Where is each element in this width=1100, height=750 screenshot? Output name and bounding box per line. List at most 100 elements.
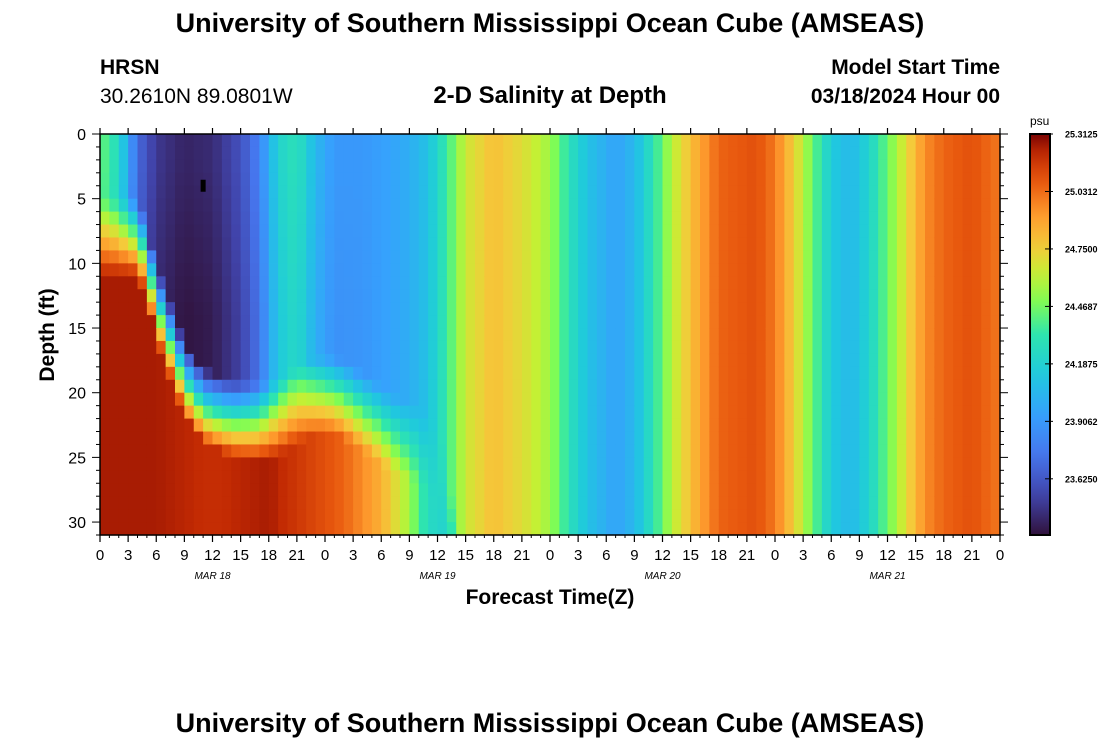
- heatmap-cell: [887, 328, 898, 342]
- heatmap-cell: [175, 522, 185, 536]
- heatmap-cell: [550, 405, 560, 420]
- heatmap-cell: [184, 483, 195, 497]
- heatmap-cell: [100, 379, 110, 394]
- heatmap-cell: [296, 172, 307, 187]
- heatmap-cell: [662, 237, 673, 252]
- heatmap-cell: [596, 172, 607, 187]
- heatmap-cell: [325, 146, 335, 161]
- heatmap-cell: [437, 134, 448, 148]
- heatmap-cell: [765, 366, 776, 381]
- heatmap-cell: [943, 146, 954, 161]
- heatmap-cell: [587, 146, 598, 161]
- heatmap-cell: [259, 522, 270, 536]
- heatmap-cell: [446, 185, 457, 200]
- heatmap-cell: [896, 418, 907, 433]
- heatmap-cell: [765, 289, 776, 303]
- heatmap-cell: [203, 483, 214, 497]
- heatmap-cell: [175, 134, 185, 148]
- heatmap-cell: [821, 418, 832, 433]
- heatmap-cell: [493, 224, 504, 239]
- heatmap-cell: [100, 237, 110, 252]
- heatmap-cell: [671, 328, 682, 342]
- heatmap-cell: [156, 276, 167, 290]
- heatmap-cell: [137, 379, 148, 394]
- heatmap-cell: [287, 328, 298, 342]
- heatmap-cell: [221, 237, 232, 252]
- heatmap-cell: [943, 198, 954, 213]
- heatmap-cell: [343, 457, 354, 471]
- heatmap-cell: [362, 263, 373, 277]
- heatmap-cell: [896, 483, 907, 497]
- heatmap-cell: [278, 496, 289, 510]
- heatmap-cell: [953, 470, 964, 484]
- heatmap-cell: [146, 353, 157, 368]
- heatmap-cell: [606, 405, 617, 420]
- heatmap-cell: [353, 289, 364, 303]
- heatmap-cell: [353, 431, 364, 446]
- heatmap-cell: [390, 328, 401, 342]
- heatmap-cell: [906, 224, 917, 239]
- heatmap-cell: [550, 418, 560, 433]
- heatmap-cell: [625, 315, 635, 329]
- heatmap-cell: [606, 276, 617, 290]
- heatmap-cell: [568, 509, 579, 523]
- heatmap-cell: [793, 302, 804, 316]
- heatmap-cell: [690, 224, 701, 239]
- heatmap-cell: [587, 328, 598, 342]
- heatmap-cell: [681, 159, 692, 174]
- heatmap-cell: [165, 146, 176, 161]
- heatmap-cell: [906, 315, 917, 329]
- heatmap-cell: [831, 470, 842, 484]
- heatmap-cell: [559, 392, 570, 407]
- heatmap-cell: [306, 263, 317, 277]
- heatmap-cell: [596, 198, 607, 213]
- heatmap-cell: [175, 444, 185, 458]
- heatmap-cell: [259, 146, 270, 161]
- heatmap-cell: [503, 224, 514, 239]
- heatmap-cell: [850, 276, 860, 290]
- heatmap-cell: [287, 237, 298, 252]
- heatmap-cell: [156, 444, 167, 458]
- heatmap-cell: [746, 328, 757, 342]
- heatmap-cell: [737, 263, 748, 277]
- heatmap-cell: [915, 353, 926, 368]
- heatmap-cell: [990, 172, 1001, 187]
- heatmap-cell: [878, 315, 889, 329]
- heatmap-cell: [146, 392, 157, 407]
- heatmap-cell: [118, 198, 129, 213]
- heatmap-cell: [756, 405, 767, 420]
- heatmap-cell: [521, 263, 532, 277]
- heatmap-cell: [746, 263, 757, 277]
- heatmap-cell: [850, 237, 860, 252]
- heatmap-cell: [184, 134, 195, 148]
- heatmap-cell: [418, 522, 429, 536]
- heatmap-cell: [437, 509, 448, 523]
- heatmap-cell: [840, 224, 851, 239]
- heatmap-cell: [803, 315, 814, 329]
- heatmap-cell: [718, 496, 729, 510]
- heatmap-cell: [653, 379, 664, 394]
- heatmap-cell: [568, 496, 579, 510]
- heatmap-cell: [428, 483, 439, 497]
- heatmap-cell: [259, 198, 270, 213]
- heatmap-cell: [531, 134, 542, 148]
- heatmap-cell: [671, 198, 682, 213]
- heatmap-cell: [231, 146, 242, 161]
- heatmap-cell: [784, 185, 795, 200]
- heatmap-cell: [315, 276, 326, 290]
- heatmap-cell: [193, 392, 204, 407]
- heatmap-cell: [418, 134, 429, 148]
- heatmap-cell: [587, 172, 598, 187]
- heatmap-cell: [306, 276, 317, 290]
- heatmap-cell: [287, 444, 298, 458]
- heatmap-cell: [109, 185, 120, 200]
- heatmap-cell: [521, 185, 532, 200]
- heatmap-cell: [859, 522, 870, 536]
- heatmap-cell: [409, 340, 420, 355]
- heatmap-cell: [137, 134, 148, 148]
- heatmap-cell: [971, 134, 982, 148]
- heatmap-cell: [718, 392, 729, 407]
- heatmap-cell: [503, 185, 514, 200]
- heatmap-cell: [775, 470, 785, 484]
- heatmap-cell: [568, 263, 579, 277]
